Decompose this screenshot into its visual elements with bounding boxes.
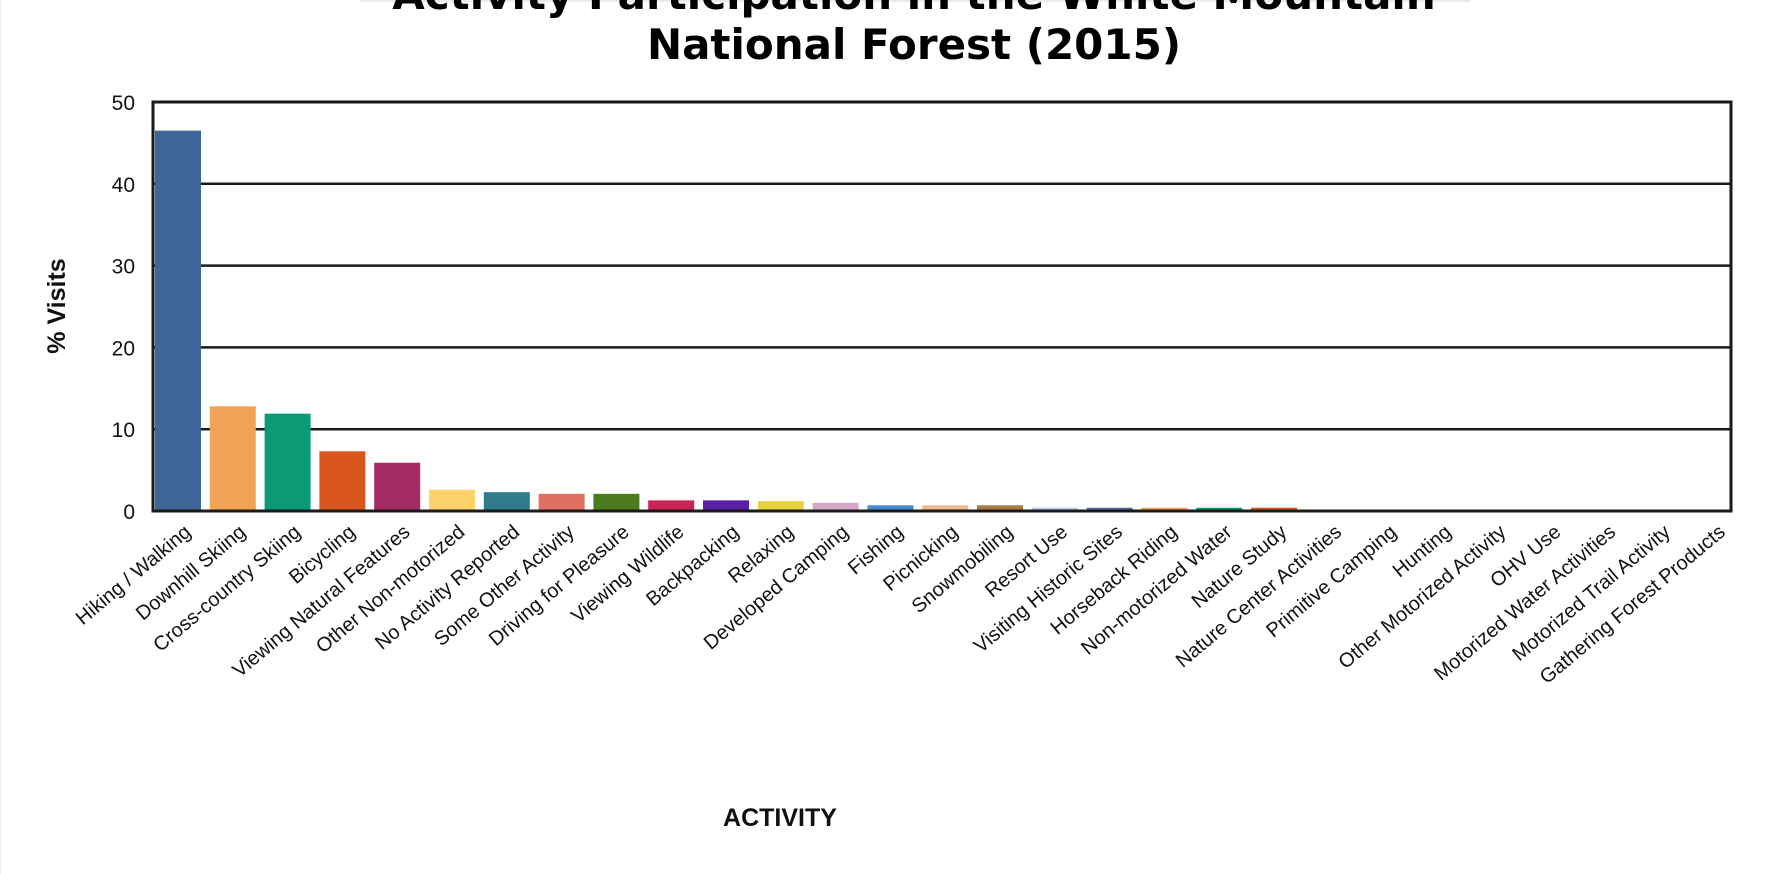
bar — [264, 413, 311, 511]
bar — [319, 451, 366, 511]
chart-title: Activity Participation in the White Moun… — [0, 0, 1773, 70]
y-tick-label: 40 — [112, 174, 135, 197]
bar — [374, 462, 421, 511]
bar — [1086, 507, 1133, 511]
bar — [812, 502, 859, 511]
bar — [757, 501, 804, 511]
y-tick-label: 20 — [112, 337, 135, 360]
bar — [209, 406, 256, 511]
chart-title-line-2: National Forest (2015) — [646, 20, 1182, 69]
bar — [538, 493, 585, 511]
bar — [867, 505, 914, 511]
bar — [1251, 507, 1297, 511]
bar — [1141, 507, 1188, 511]
bar — [483, 492, 530, 511]
bars — [155, 130, 1736, 511]
y-tick-labels: 0 10 20 30 40 50 — [112, 92, 135, 524]
title-band — [360, 0, 1470, 2]
bar — [429, 489, 475, 511]
bar — [977, 505, 1023, 511]
chart-title-line-1: Activity Participation in the White Moun… — [0, 0, 1773, 20]
y-tick-label: 30 — [112, 256, 135, 279]
gridlines — [153, 100, 1731, 513]
bar — [703, 500, 749, 511]
bar — [922, 505, 969, 511]
bar — [155, 130, 201, 511]
bar — [648, 500, 695, 511]
x-axis-title: ACTIVITY — [723, 804, 837, 832]
bar — [1031, 507, 1078, 511]
y-tick-label: 50 — [112, 92, 135, 115]
bar — [1196, 507, 1243, 511]
bar — [593, 493, 640, 511]
y-tick-label: 0 — [123, 501, 135, 524]
plot-frame — [151, 100, 1733, 513]
y-tick-label: 10 — [112, 419, 135, 442]
plot-border — [151, 100, 1733, 513]
y-axis-title: % Visits — [43, 258, 71, 353]
